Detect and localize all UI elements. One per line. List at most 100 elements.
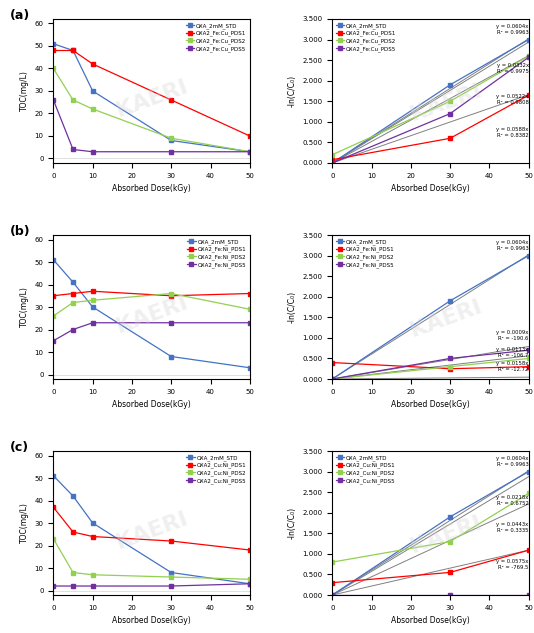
Text: (a): (a)	[10, 9, 30, 22]
OXA2_Fe:Cu_PDS2	[525, 52, 532, 60]
OXA_2mM_STD	[447, 513, 453, 520]
X-axis label: Absorbed Dose(kGy): Absorbed Dose(kGy)	[391, 400, 470, 410]
Line: OXA_2mM_STD: OXA_2mM_STD	[331, 38, 530, 165]
OXA2_Fe:Ni_PDS1	[247, 290, 253, 298]
OXA2_Fe:Cu_PDS1	[329, 156, 335, 163]
Text: (c): (c)	[10, 441, 29, 454]
OXA2_Fe:Cu_PDS5	[70, 146, 76, 153]
OXA2_Fe:Ni_PDS5	[329, 375, 335, 383]
OXA2_Cu:Ni_PDS1	[70, 528, 76, 536]
OXA2_Fe:Cu_PDS5	[168, 148, 175, 156]
Line: OXA2_Cu:Ni_PDS2: OXA2_Cu:Ni_PDS2	[331, 492, 530, 564]
OXA_2mM_STD	[90, 87, 96, 95]
Line: OXA2_Cu:Ni_PDS1: OXA2_Cu:Ni_PDS1	[52, 506, 252, 552]
OXA_2mM_STD	[70, 279, 76, 286]
Text: y = 0.0218x
R² = 0.6752: y = 0.0218x R² = 0.6752	[496, 495, 529, 506]
OXA2_Fe:Cu_PDS1	[247, 132, 253, 140]
OXA2_Fe:Ni_PDS5	[50, 337, 57, 344]
OXA2_Cu:Ni_PDS5	[447, 591, 453, 599]
OXA_2mM_STD	[329, 159, 335, 166]
Line: OXA2_Fe:Cu_PDS1: OXA2_Fe:Cu_PDS1	[52, 49, 252, 138]
Y-axis label: -ln(C/C₀): -ln(C/C₀)	[288, 291, 297, 323]
Line: OXA2_Fe:Ni_PDS5: OXA2_Fe:Ni_PDS5	[52, 321, 252, 342]
Line: OXA2_Fe:Ni_PDS2: OXA2_Fe:Ni_PDS2	[52, 292, 252, 318]
OXA2_Fe:Cu_PDS1	[90, 60, 96, 68]
OXA2_Cu:Ni_PDS1	[447, 568, 453, 576]
Text: y = 0.0332x
R² = 0.9975: y = 0.0332x R² = 0.9975	[497, 63, 529, 74]
Text: y = 0.0009x
R² = -190.6: y = 0.0009x R² = -190.6	[496, 330, 529, 341]
Line: OXA2_Cu:Ni_PDS5: OXA2_Cu:Ni_PDS5	[331, 593, 530, 597]
Line: OXA2_Cu:Ni_PDS2: OXA2_Cu:Ni_PDS2	[52, 537, 252, 581]
Y-axis label: TOC(mg/L): TOC(mg/L)	[20, 503, 29, 544]
Line: OXA2_Fe:Cu_PDS2: OXA2_Fe:Cu_PDS2	[52, 66, 252, 153]
OXA2_Fe:Ni_PDS5	[90, 319, 96, 327]
Text: KAERI: KAERI	[407, 80, 485, 125]
OXA2_Fe:Cu_PDS2	[168, 134, 175, 142]
Y-axis label: TOC(mg/L): TOC(mg/L)	[20, 287, 29, 327]
OXA2_Fe:Cu_PDS1	[525, 91, 532, 99]
OXA2_Fe:Cu_PDS5	[247, 148, 253, 156]
OXA_2mM_STD	[168, 353, 175, 360]
Text: (b): (b)	[10, 225, 31, 238]
Line: OXA_2mM_STD: OXA_2mM_STD	[331, 254, 530, 380]
OXA_2mM_STD	[50, 256, 57, 263]
OXA2_Fe:Ni_PDS1	[525, 363, 532, 370]
OXA2_Fe:Ni_PDS5	[168, 319, 175, 327]
OXA_2mM_STD	[247, 148, 253, 156]
OXA2_Cu:Ni_PDS5	[329, 591, 335, 599]
Text: y = 0.0604x
R² = 0.9963: y = 0.0604x R² = 0.9963	[496, 456, 529, 467]
Y-axis label: -ln(C/C₀): -ln(C/C₀)	[288, 507, 297, 539]
Text: y = 0.0604x
R² = 0.9963: y = 0.0604x R² = 0.9963	[496, 240, 529, 251]
OXA2_Fe:Ni_PDS2	[329, 375, 335, 383]
OXA_2mM_STD	[525, 468, 532, 475]
Legend: OXA_2mM_STD, OXA2_Fe:Cu_PDS1, OXA2_Fe:Cu_PDS2, OXA2_Fe:Cu_PDS5: OXA_2mM_STD, OXA2_Fe:Cu_PDS1, OXA2_Fe:Cu…	[335, 22, 397, 53]
OXA_2mM_STD	[168, 568, 175, 576]
X-axis label: Absorbed Dose(kGy): Absorbed Dose(kGy)	[112, 400, 191, 410]
OXA2_Fe:Cu_PDS2	[50, 65, 57, 72]
OXA2_Fe:Cu_PDS2	[90, 105, 96, 113]
Line: OXA_2mM_STD: OXA_2mM_STD	[331, 470, 530, 597]
OXA2_Fe:Ni_PDS2	[168, 290, 175, 298]
Line: OXA2_Fe:Cu_PDS2: OXA2_Fe:Cu_PDS2	[331, 54, 530, 156]
Text: y = 0.0113x
R² = -106.7: y = 0.0113x R² = -106.7	[497, 347, 529, 358]
OXA_2mM_STD	[70, 492, 76, 500]
Text: KAERI: KAERI	[113, 508, 190, 553]
OXA2_Fe:Cu_PDS1	[447, 134, 453, 142]
OXA2_Fe:Cu_PDS5	[50, 96, 57, 104]
OXA2_Fe:Ni_PDS1	[50, 292, 57, 299]
OXA2_Fe:Ni_PDS1	[447, 365, 453, 372]
Line: OXA2_Fe:Cu_PDS5: OXA2_Fe:Cu_PDS5	[331, 56, 530, 165]
Text: KAERI: KAERI	[113, 76, 190, 120]
Legend: OXA_2mM_STD, OXA2_Cu:Ni_PDS1, OXA2_Cu:Ni_PDS2, OXA2_Cu:Ni_PDS5: OXA_2mM_STD, OXA2_Cu:Ni_PDS1, OXA2_Cu:Ni…	[335, 454, 397, 485]
OXA2_Fe:Cu_PDS5	[90, 148, 96, 156]
Line: OXA_2mM_STD: OXA_2mM_STD	[52, 42, 252, 153]
OXA2_Cu:Ni_PDS2	[168, 573, 175, 581]
OXA_2mM_STD	[525, 252, 532, 260]
OXA2_Cu:Ni_PDS2	[70, 568, 76, 576]
OXA_2mM_STD	[50, 472, 57, 480]
OXA2_Fe:Cu_PDS5	[525, 53, 532, 61]
OXA2_Cu:Ni_PDS1	[247, 546, 253, 554]
OXA2_Cu:Ni_PDS5	[168, 582, 175, 590]
OXA2_Fe:Cu_PDS5	[447, 110, 453, 117]
OXA2_Cu:Ni_PDS2	[447, 537, 453, 545]
OXA_2mM_STD	[90, 303, 96, 311]
OXA2_Fe:Ni_PDS2	[525, 354, 532, 362]
OXA2_Fe:Ni_PDS5	[247, 319, 253, 327]
X-axis label: Absorbed Dose(kGy): Absorbed Dose(kGy)	[112, 184, 191, 193]
OXA2_Fe:Ni_PDS1	[90, 287, 96, 295]
OXA2_Cu:Ni_PDS1	[50, 503, 57, 511]
OXA2_Cu:Ni_PDS5	[50, 582, 57, 590]
OXA2_Fe:Cu_PDS2	[247, 148, 253, 156]
OXA_2mM_STD	[168, 137, 175, 144]
OXA_2mM_STD	[247, 364, 253, 372]
Text: y = 0.0522x
R² = 0.9808: y = 0.0522x R² = 0.9808	[496, 94, 529, 104]
OXA_2mM_STD	[525, 35, 532, 43]
OXA2_Fe:Cu_PDS5	[329, 159, 335, 166]
OXA2_Cu:Ni_PDS5	[70, 582, 76, 590]
Legend: OXA_2mM_STD, OXA2_Fe:Ni_PDS1, OXA2_Fe:Ni_PDS2, OXA2_Fe:Ni_PDS5: OXA_2mM_STD, OXA2_Fe:Ni_PDS1, OXA2_Fe:Ni…	[335, 238, 396, 269]
OXA2_Cu:Ni_PDS5	[247, 580, 253, 587]
OXA2_Fe:Cu_PDS2	[70, 96, 76, 104]
OXA2_Fe:Cu_PDS1	[168, 96, 175, 104]
OXA_2mM_STD	[447, 297, 453, 304]
